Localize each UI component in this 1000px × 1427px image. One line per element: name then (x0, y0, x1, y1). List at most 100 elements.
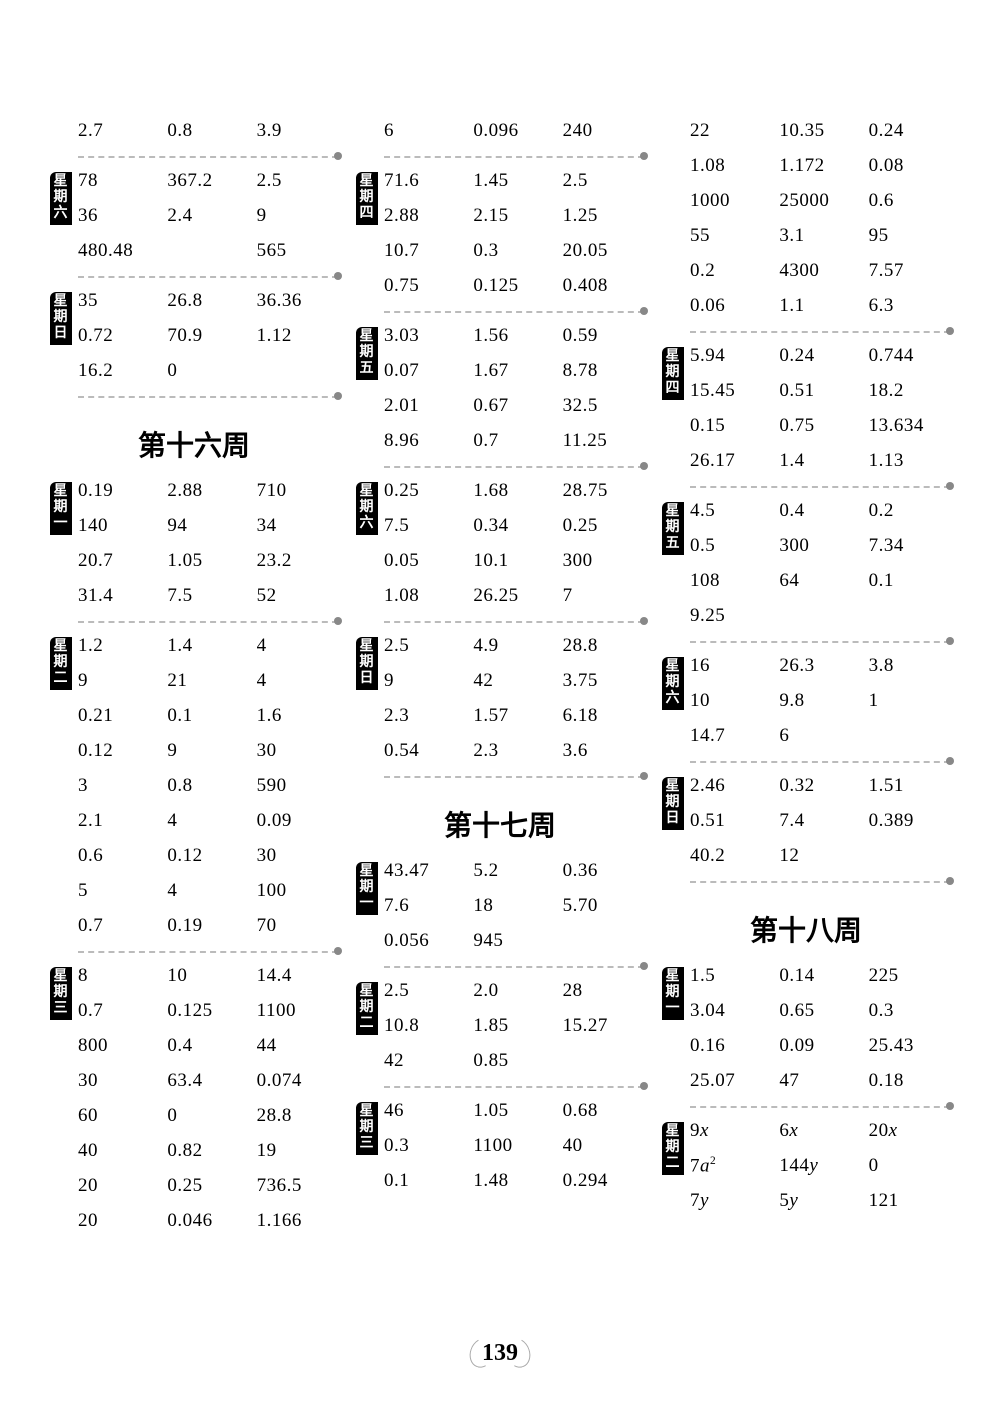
day-label: 星期一 (356, 862, 378, 915)
answer-cell: 47 (779, 1070, 860, 1092)
answer-cell: 28.8 (563, 635, 644, 657)
answer-cell: 34 (257, 515, 338, 537)
answer-cell: 1.48 (473, 1170, 554, 1192)
answer-cell (869, 845, 950, 867)
answer-cell: 0.046 (167, 1210, 248, 1232)
answer-grid: 3.031.560.590.071.678.782.010.6732.58.96… (384, 325, 644, 452)
answer-cell: 1.45 (473, 170, 554, 192)
answer-cell: 14.7 (690, 725, 771, 747)
day-label: 星期日 (50, 292, 72, 345)
answer-grid: 78367.22.5362.49480.48565 (78, 170, 338, 262)
answer-cell: 20x (869, 1120, 950, 1142)
answer-cell: 0.15 (690, 415, 771, 437)
answer-cell: 42 (384, 1050, 465, 1072)
answer-cell: 480.48 (78, 240, 159, 262)
answer-cell: 25.43 (869, 1035, 950, 1057)
answer-cell: 225 (869, 965, 950, 987)
answer-cell: 8.96 (384, 430, 465, 452)
answer-cell: 300 (779, 535, 860, 557)
answer-block: 星期六0.251.6828.757.50.340.250.0510.13001.… (356, 480, 644, 607)
answer-cell: 14.4 (257, 965, 338, 987)
answer-cell: 11.25 (563, 430, 644, 452)
answer-cell: 100 (257, 880, 338, 902)
answer-cell: 20.05 (563, 240, 644, 262)
answer-cell: 7.5 (384, 515, 465, 537)
answer-grid: 2.460.321.510.517.40.38940.212 (690, 775, 950, 867)
answer-cell: 0.51 (779, 380, 860, 402)
answer-block: 星期日2.54.928.89423.752.31.576.180.542.33.… (356, 635, 644, 762)
answer-grid: 4.50.40.20.53007.34108640.19.25 (690, 500, 950, 627)
answer-cell: 0.54 (384, 740, 465, 762)
answer-cell: 19 (257, 1140, 338, 1162)
answer-cell: 5.70 (563, 895, 644, 917)
answer-cell: 32.5 (563, 395, 644, 417)
answer-cell: 0.85 (473, 1050, 554, 1072)
answer-cell: 7a2 (690, 1155, 771, 1177)
answer-cell: 0.7 (78, 915, 159, 937)
answer-cell: 0.4 (779, 500, 860, 522)
answer-cell: 0.12 (78, 740, 159, 762)
answer-cell: 16.2 (78, 360, 159, 382)
answer-grid: 1.21.4492140.210.11.60.1293030.85902.140… (78, 635, 338, 937)
answer-grid: 71.61.452.52.882.151.2510.70.320.050.750… (384, 170, 644, 297)
answer-grid: 1626.33.8109.8114.76 (690, 655, 950, 747)
answer-cell: 0.125 (167, 1000, 248, 1022)
answer-cell: 1.85 (473, 1015, 554, 1037)
answer-cell: 1.67 (473, 360, 554, 382)
answer-cell: 94 (167, 515, 248, 537)
answer-cell: 25.07 (690, 1070, 771, 1092)
answer-cell: 0.3 (869, 1000, 950, 1022)
answer-block: 星期六78367.22.5362.49480.48565 (50, 170, 338, 262)
answer-cell: 7.57 (869, 260, 950, 282)
answer-cell: 78 (78, 170, 159, 192)
answer-cell: 0.68 (563, 1100, 644, 1122)
answer-cell: 0.59 (563, 325, 644, 347)
answer-cell: 3.1 (779, 225, 860, 247)
answer-cell: 0.8 (167, 120, 248, 142)
answer-cell: 0.32 (779, 775, 860, 797)
answer-block: 星期日3526.836.360.7270.91.1216.20 (50, 290, 338, 382)
day-label: 星期日 (356, 637, 378, 690)
answer-block: 星期五3.031.560.590.071.678.782.010.6732.58… (356, 325, 644, 452)
answer-cell: 1100 (257, 1000, 338, 1022)
answer-cell: 20 (78, 1210, 159, 1232)
section-divider (384, 311, 644, 313)
answer-cell: 0.09 (257, 810, 338, 832)
answer-cell: 0.2 (869, 500, 950, 522)
answer-cell: 0.2 (690, 260, 771, 282)
answer-cell: 4 (167, 880, 248, 902)
day-label: 星期一 (50, 482, 72, 535)
answer-cell: 0.07 (384, 360, 465, 382)
answer-cell: 0.6 (869, 190, 950, 212)
answer-cell (167, 240, 248, 262)
answer-cell (869, 725, 950, 747)
answer-cell: 10 (167, 965, 248, 987)
answer-cell: 63.4 (167, 1070, 248, 1092)
answer-cell: 64 (779, 570, 860, 592)
section-divider (78, 276, 338, 278)
answer-cell: 0 (167, 360, 248, 382)
answer-cell: 1.08 (384, 585, 465, 607)
answer-cell: 15.45 (690, 380, 771, 402)
answer-cell: 800 (78, 1035, 159, 1057)
day-label: 星期六 (356, 482, 378, 535)
answer-cell: 0.19 (78, 480, 159, 502)
answer-cell: 7y (690, 1190, 771, 1212)
answer-cell: 0 (869, 1155, 950, 1177)
day-label: 星期二 (50, 637, 72, 690)
answer-cell: 1.4 (779, 450, 860, 472)
answer-cell: 40 (563, 1135, 644, 1157)
answer-cell: 0.056 (384, 930, 465, 952)
answer-cell: 9 (78, 670, 159, 692)
answer-block: 星期六1626.33.8109.8114.76 (662, 655, 950, 747)
answer-cell: 2.5 (384, 980, 465, 1002)
answer-block: 星期二9x6x20x7a2144y07y5y121 (662, 1120, 950, 1212)
answer-cell: 3.03 (384, 325, 465, 347)
answer-cell: 0.18 (869, 1070, 950, 1092)
answer-cell: 0.72 (78, 325, 159, 347)
answer-block: 2.70.83.9 (50, 120, 338, 142)
answer-cell: 52 (257, 585, 338, 607)
answer-cell (869, 605, 950, 627)
day-label: 星期二 (356, 982, 378, 1035)
answer-cell: 2.88 (384, 205, 465, 227)
